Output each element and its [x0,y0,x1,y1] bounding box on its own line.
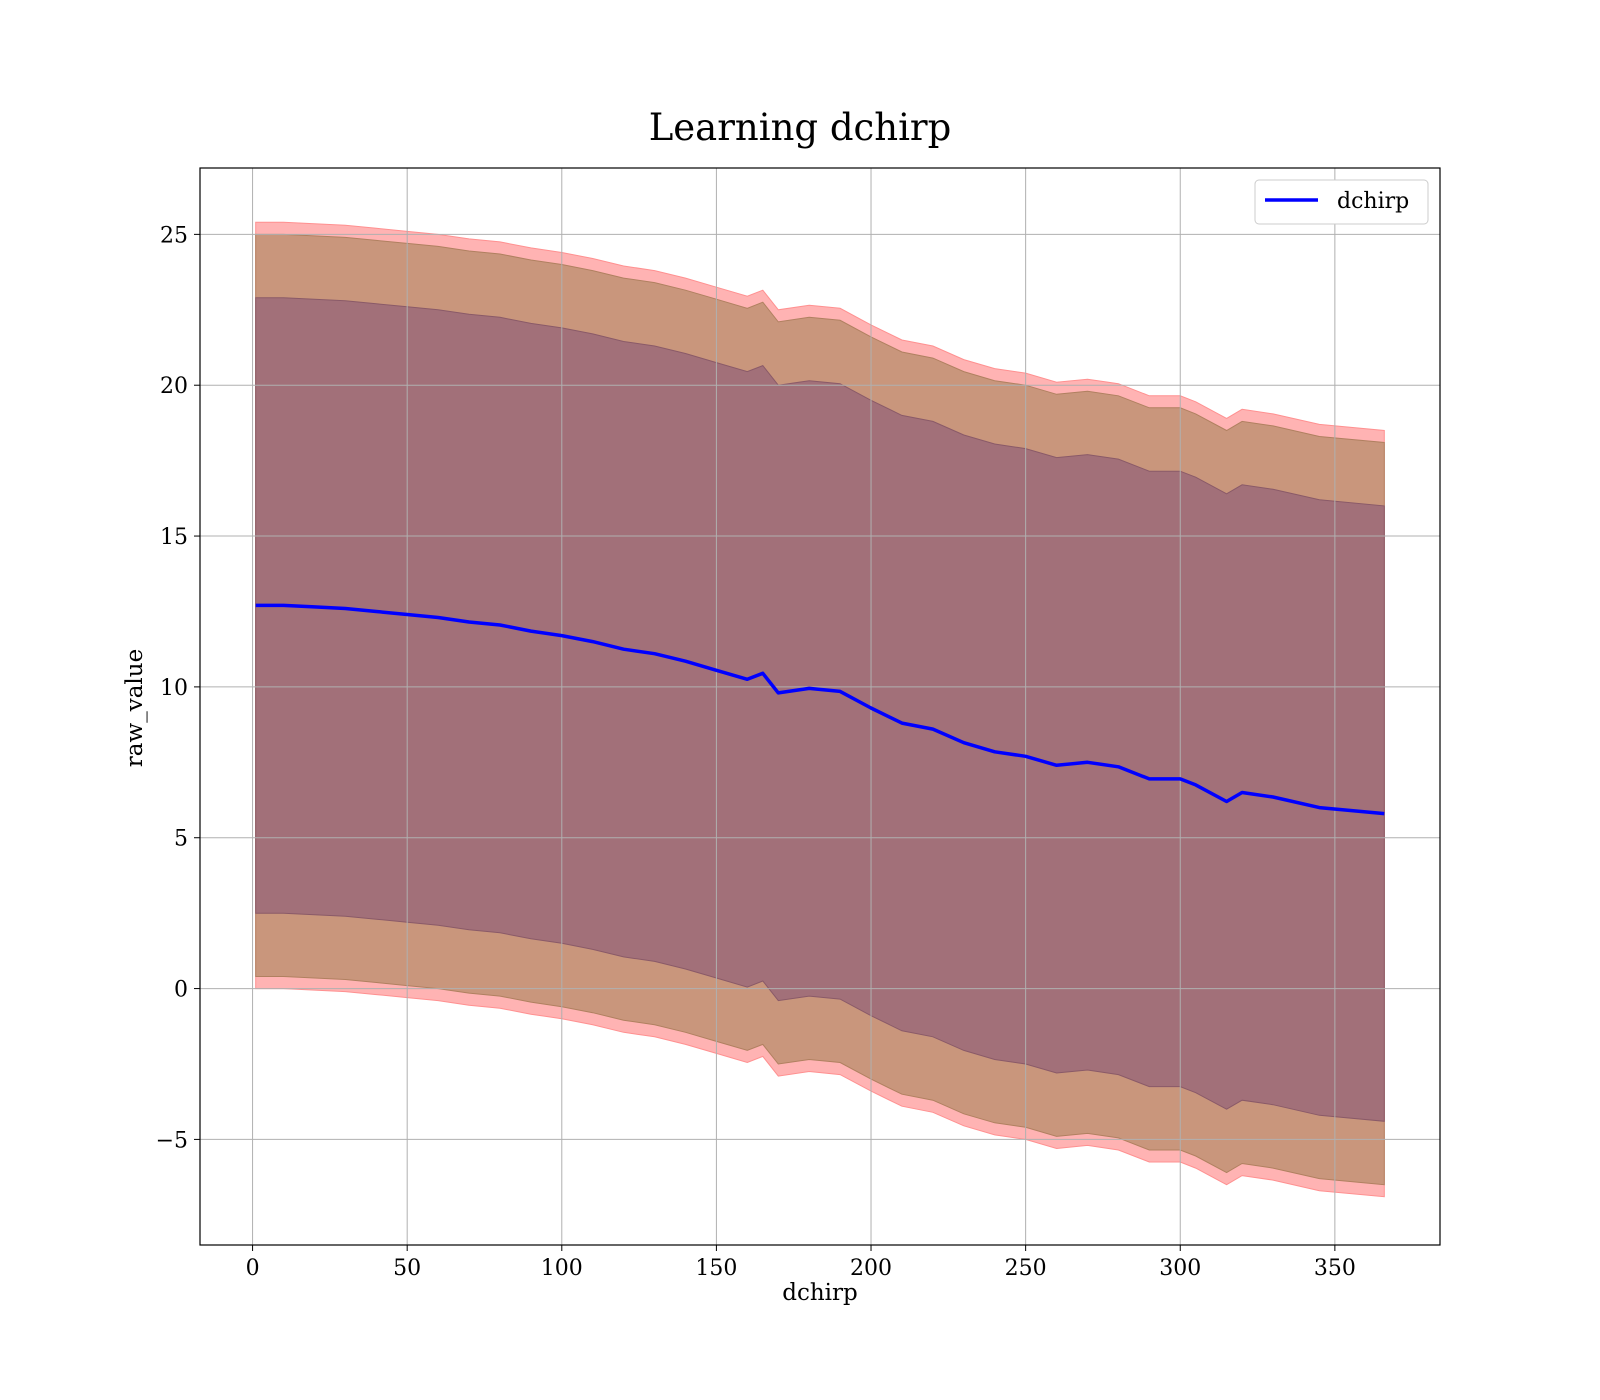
y-tick-label-1: 0 [174,978,188,1003]
series-line-dchirp [255,603,1385,816]
y-tick-label-5: 20 [160,374,188,399]
band-2 [255,297,1385,1122]
chart-title: Learning dchirp [649,106,952,149]
x-tick-label-3: 150 [695,1256,737,1281]
y-tick-label-3: 10 [160,676,188,701]
grid-lines [200,168,1440,1245]
legend-box [1254,179,1429,225]
legend: dchirp [1254,179,1429,225]
y-tick-label-6: 25 [160,223,188,248]
y-tick-label-2: 5 [174,827,188,852]
x-tick-label-4: 200 [850,1256,892,1281]
x-tick-label-7: 350 [1314,1256,1356,1281]
y-tick-label-4: 15 [160,525,188,550]
series-lines [255,603,1385,816]
x-tick-label-0: 0 [246,1256,260,1281]
confidence-bands [255,221,1385,1198]
plot-area [199,167,1441,1246]
legend-label-dchirp: dchirp [1337,189,1409,214]
x-tick-label-6: 300 [1159,1256,1201,1281]
x-tick-label-1: 50 [393,1256,421,1281]
x-axis-label: dchirp [782,1280,858,1306]
x-tick-label-5: 250 [1005,1256,1047,1281]
plot-frame [199,167,1441,1246]
x-axis-ticks: 0 50 100 150 200 250 300 350 [246,1245,1356,1281]
y-axis-ticks: −5 0 5 10 15 20 25 [156,223,200,1153]
x-tick-label-2: 100 [541,1256,583,1281]
y-tick-label-0: −5 [156,1128,188,1153]
y-axis-label: raw_value [122,649,148,767]
